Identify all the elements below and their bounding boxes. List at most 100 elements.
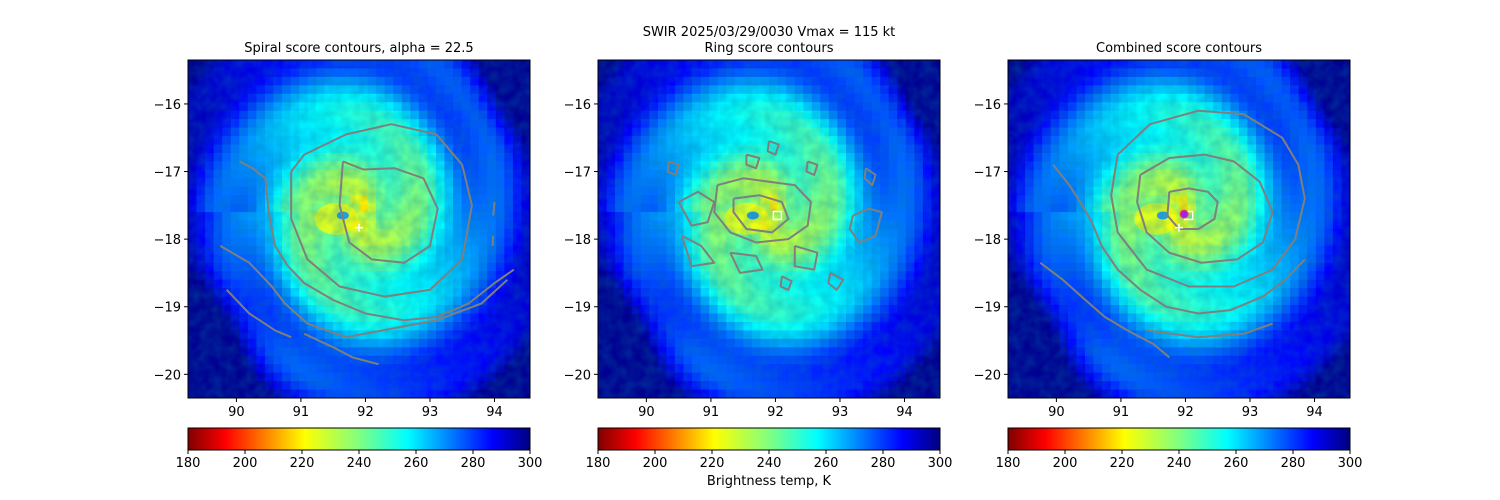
- x-tick-label: 94: [1306, 405, 1323, 420]
- first-guess-plus-marker: [1175, 223, 1183, 232]
- colorbar-tick-label: 280: [1281, 456, 1306, 471]
- y-tick-label: −19: [154, 301, 181, 316]
- y-tick-label: −20: [154, 368, 181, 383]
- colorbar-tick-label: 220: [700, 456, 725, 471]
- score-contour-line: [1110, 109, 1306, 288]
- score-contour-line: [766, 140, 780, 156]
- colorbar-tick-label: 300: [518, 456, 543, 471]
- x-tick-label: 94: [486, 405, 503, 420]
- x-tick-label: 93: [422, 405, 439, 420]
- x-tick-label: 90: [228, 405, 245, 420]
- brightness-heatmap: [188, 60, 530, 398]
- score-contour-line: [863, 167, 877, 187]
- colorbar-tick-label: 240: [1167, 456, 1192, 471]
- panel-title: Combined score contours: [1096, 41, 1262, 56]
- colorbar-tick-label: 240: [347, 456, 372, 471]
- score-contour-line: [1146, 322, 1273, 339]
- x-tick-label: 93: [832, 405, 849, 420]
- x-tick-label: 92: [357, 405, 374, 420]
- x-tick-label: 91: [293, 405, 310, 420]
- score-contours: [219, 123, 515, 366]
- colorbar-tick-label: 200: [233, 456, 258, 471]
- score-contours: [666, 140, 883, 291]
- texture-overlay: [598, 60, 940, 398]
- score-contour-line: [225, 289, 292, 339]
- colorbar-tick-label: 300: [928, 456, 953, 471]
- colorbar-tick-label: 240: [757, 456, 782, 471]
- colorbar-tick-label: 280: [871, 456, 896, 471]
- score-contour-line: [1136, 153, 1274, 264]
- y-tick-label: −17: [974, 166, 1001, 181]
- y-tick-label: −18: [154, 233, 181, 248]
- score-contour-line: [1166, 187, 1219, 230]
- axes-frame: [187, 59, 531, 399]
- score-contour-line: [680, 234, 716, 268]
- y-tick-label: −16: [154, 98, 181, 113]
- x-tick-label: 91: [1113, 405, 1130, 420]
- score-contour-line: [1039, 262, 1170, 359]
- score-contour-line: [303, 332, 379, 366]
- colorbar-tick-label: 260: [404, 456, 429, 471]
- panels: Spiral score contours, alpha = 22.5 90 91 9…: [154, 41, 1363, 471]
- x-tick-label: 91: [703, 405, 720, 420]
- score-contour-line: [745, 153, 761, 170]
- score-contour-line: [239, 160, 515, 322]
- axes-frame: [597, 59, 941, 399]
- x-tick-label: 94: [896, 405, 913, 420]
- score-contour-line: [677, 190, 716, 227]
- colorbar-tick-label: 200: [643, 456, 668, 471]
- colorbar-tick-label: 180: [996, 456, 1021, 471]
- y-tick-label: −17: [154, 166, 181, 181]
- y-tick-label: −19: [974, 301, 1001, 316]
- colorbar-label: Brightness temp, K: [707, 474, 832, 489]
- colorbar: 180 200 220 240 260 280 300: [586, 427, 953, 471]
- axes-frame: [1007, 59, 1351, 399]
- x-tick-label: 90: [1048, 405, 1065, 420]
- colorbar-tick-label: 260: [1224, 456, 1249, 471]
- score-contour-line: [805, 160, 819, 176]
- y-tick-label: −20: [564, 368, 591, 383]
- colorbar-tick-label: 180: [586, 456, 611, 471]
- score-contour-line: [491, 235, 495, 246]
- y-tick-label: −19: [564, 301, 591, 316]
- colorbar-tick-label: 220: [1110, 456, 1135, 471]
- score-contour-line: [713, 177, 812, 244]
- y-tick-label: −16: [974, 98, 1001, 113]
- colorbar-tick-label: 280: [461, 456, 486, 471]
- score-contour-line: [779, 275, 793, 291]
- y-tick-label: −18: [974, 233, 1001, 248]
- panel-3: Combined score contours 90 91 92 93 94 −16 −17 −…: [974, 41, 1363, 471]
- score-contour-line: [1052, 164, 1306, 315]
- colorbar-tick-label: 200: [1053, 456, 1078, 471]
- score-contour-line: [729, 251, 764, 274]
- score-contour-line: [219, 245, 509, 339]
- colorbar-gradient: [597, 427, 941, 451]
- colorbar-tick-label: 300: [1338, 456, 1363, 471]
- score-contours: [1039, 109, 1306, 359]
- colorbar: 180 200 220 240 260 280 300: [996, 427, 1363, 471]
- x-tick-label: 92: [1177, 405, 1194, 420]
- x-tick-label: 93: [1242, 405, 1259, 420]
- colorbar-gradient: [1007, 427, 1351, 451]
- colorbar-tick-label: 220: [290, 456, 315, 471]
- brightness-heatmap: [598, 60, 940, 398]
- figure-suptitle: SWIR 2025/03/29/0030 Vmax = 115 kt: [643, 25, 896, 40]
- panel-title: Ring score contours: [704, 41, 833, 56]
- colorbar-tick-label: 260: [814, 456, 839, 471]
- score-contour-line: [492, 201, 496, 216]
- panel-title: Spiral score contours, alpha = 22.5: [244, 41, 473, 56]
- colorbar-tick-label: 180: [176, 456, 201, 471]
- combined-center-circle-marker: [1179, 209, 1189, 219]
- colorbar: 180 200 220 240 260 280 300: [176, 427, 543, 471]
- score-contour-line: [827, 272, 845, 291]
- y-tick-label: −16: [564, 98, 591, 113]
- score-contour-line: [338, 160, 439, 264]
- score-contour-line: [666, 160, 680, 176]
- score-contour-line: [848, 207, 883, 244]
- colorbar-gradient: [187, 427, 531, 451]
- score-contour-line: [732, 194, 790, 234]
- ring-center-square-marker: [772, 210, 783, 221]
- score-contour-line: [793, 244, 819, 271]
- y-tick-label: −20: [974, 368, 1001, 383]
